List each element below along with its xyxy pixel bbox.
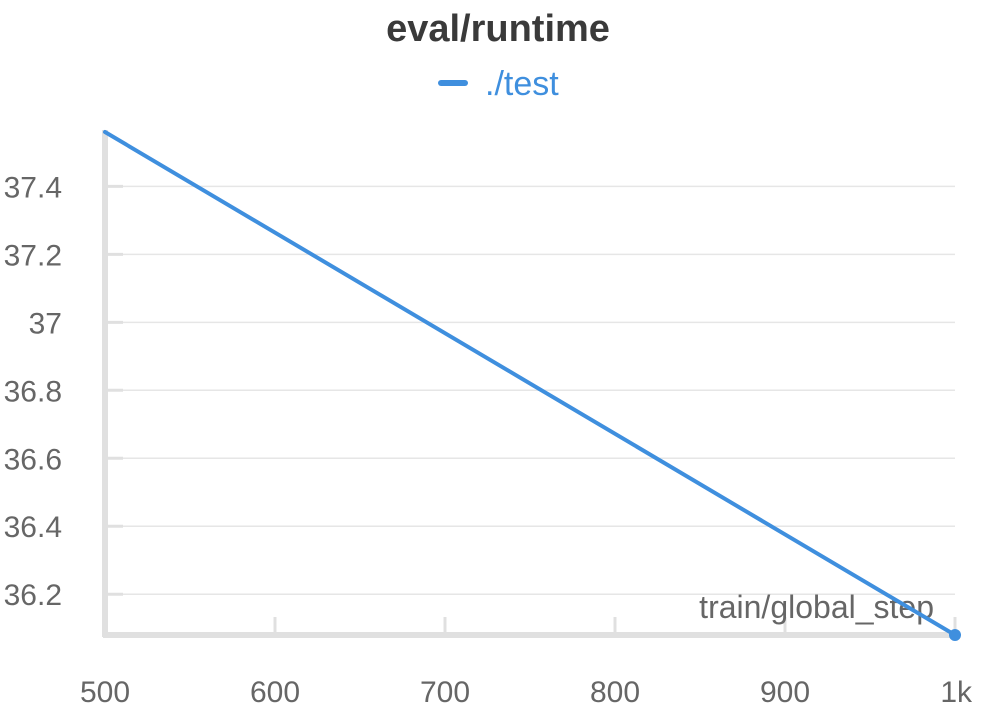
y-tick-label: 36.6 (4, 443, 62, 476)
x-tick-label: 700 (420, 676, 470, 709)
y-axis-ticks: 36.2 36.4 36.6 36.8 37 37.2 37.4 (4, 171, 123, 612)
y-tick-label: 37.4 (4, 171, 62, 204)
x-axis-ticks: 500 600 700 800 900 1k (80, 617, 973, 709)
x-tick-label: 500 (80, 676, 130, 709)
axes (102, 130, 955, 638)
y-tick-label: 36.2 (4, 579, 62, 612)
chart-title: eval/runtime (386, 8, 610, 50)
series[interactable] (103, 130, 961, 641)
legend-label: ./test (485, 65, 559, 103)
grid (105, 185, 955, 595)
y-tick-label: 36.4 (4, 511, 62, 544)
y-tick-label: 36.8 (4, 375, 62, 408)
y-tick-label: 37.2 (4, 239, 62, 272)
y-tick-label: 37 (29, 307, 62, 340)
x-axis-label: train/global_step (699, 589, 934, 625)
x-tick-label: 900 (760, 676, 810, 709)
x-tick-label: 1k (940, 676, 973, 709)
legend[interactable]: ./test (438, 65, 559, 103)
x-tick-label: 600 (250, 676, 300, 709)
series-line[interactable] (103, 130, 957, 637)
x-tick-label: 800 (590, 676, 640, 709)
series-endpoint[interactable] (949, 629, 961, 641)
